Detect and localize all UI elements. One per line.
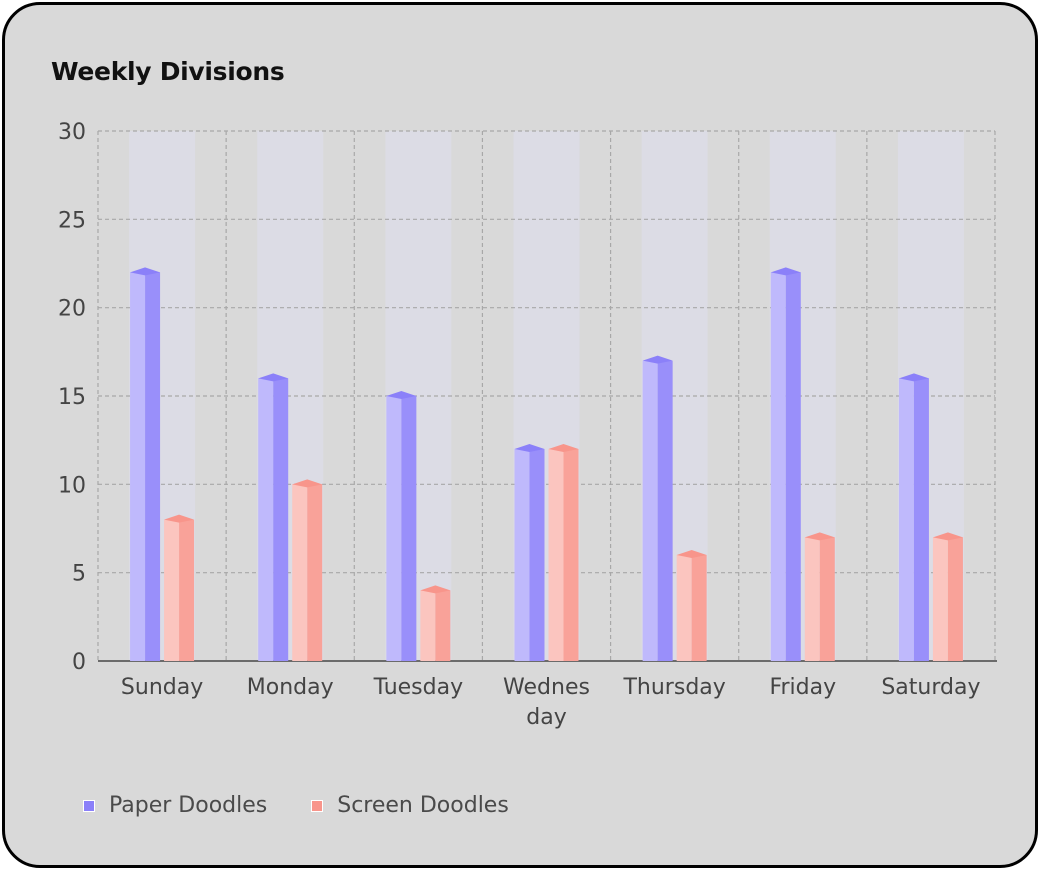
y-tick-label: 15 bbox=[58, 385, 86, 410]
bar-paper-doodles[interactable] bbox=[130, 267, 161, 661]
bar-screen-doodles[interactable] bbox=[420, 585, 451, 661]
x-tick-label: Wednes bbox=[503, 675, 590, 700]
bar-screen-doodles[interactable] bbox=[164, 514, 195, 661]
bar-paper-doodles[interactable] bbox=[258, 373, 289, 661]
y-tick-label: 30 bbox=[58, 120, 86, 145]
x-tick-label: Saturday bbox=[881, 675, 980, 700]
chart-title: Weekly Divisions bbox=[51, 57, 285, 86]
legend-label-paper-doodles: Paper Doodles bbox=[109, 793, 268, 818]
x-axis-ticks: Sunday Monday Tuesday Wednes day Thursday Frid… bbox=[121, 675, 981, 730]
y-tick-label: 10 bbox=[58, 473, 86, 498]
x-tick-label: Monday bbox=[247, 675, 334, 700]
x-tick-label: Thursday bbox=[622, 675, 725, 700]
bar-screen-doodles[interactable] bbox=[804, 532, 835, 661]
x-tick-label: Tuesday bbox=[373, 675, 464, 700]
bar-paper-doodles[interactable] bbox=[770, 267, 801, 661]
legend-item-paper-doodles[interactable]: Paper Doodles bbox=[83, 793, 267, 818]
bar-paper-doodles[interactable] bbox=[642, 355, 673, 661]
bar-chart: 0 5 10 15 20 25 30 Sunday Monday Tuesday Wednes da… bbox=[58, 120, 997, 730]
bar-screen-doodles[interactable] bbox=[676, 550, 707, 661]
bar-paper-doodles[interactable] bbox=[386, 391, 417, 661]
y-tick-label: 5 bbox=[72, 562, 86, 587]
y-tick-label: 25 bbox=[58, 208, 86, 233]
bars bbox=[130, 267, 963, 661]
legend: Paper Doodles Screen Doodles bbox=[83, 793, 509, 818]
grid-lines bbox=[97, 130, 997, 662]
x-tick-label: Friday bbox=[769, 675, 836, 700]
y-axis-ticks: 0 5 10 15 20 25 30 bbox=[58, 120, 86, 675]
legend-swatch-screen-doodles bbox=[311, 799, 324, 812]
bar-paper-doodles[interactable] bbox=[898, 373, 929, 661]
bar-paper-doodles[interactable] bbox=[514, 444, 545, 661]
y-tick-label: 20 bbox=[58, 297, 86, 322]
legend-label-screen-doodles: Screen Doodles bbox=[337, 793, 509, 818]
bar-screen-doodles[interactable] bbox=[292, 479, 323, 661]
legend-swatch-paper-doodles bbox=[83, 799, 95, 812]
x-tick-label: day bbox=[526, 705, 566, 730]
legend-item-screen-doodles[interactable]: Screen Doodles bbox=[311, 793, 509, 818]
bar-screen-doodles[interactable] bbox=[932, 532, 963, 661]
y-tick-label: 0 bbox=[72, 650, 86, 675]
bar-screen-doodles[interactable] bbox=[548, 444, 579, 661]
x-tick-label: Sunday bbox=[121, 675, 203, 700]
